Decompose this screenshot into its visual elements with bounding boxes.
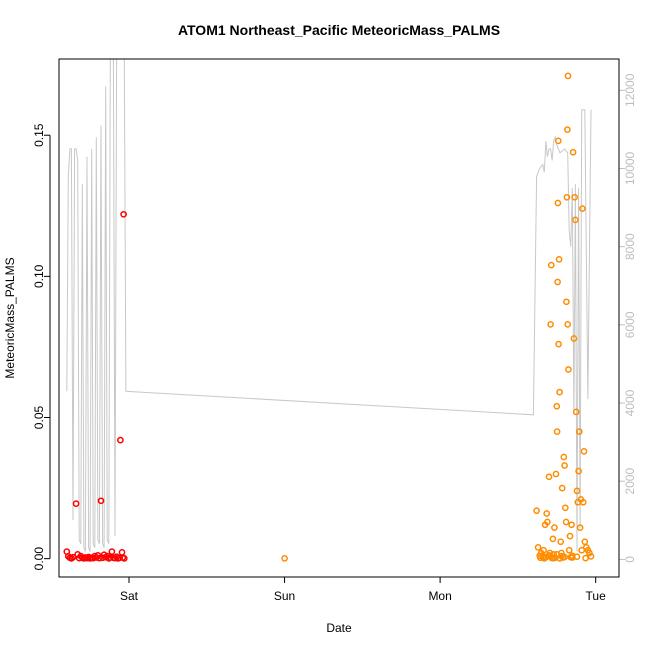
data-point-s1-50 <box>568 521 575 529</box>
data-point-s1-19 <box>549 535 557 543</box>
data-point-s1-78 <box>573 553 581 561</box>
data-point-s1-37 <box>560 453 568 461</box>
data-point-s0-21 <box>97 497 105 505</box>
y-tick-label-2: 0.10 <box>32 264 46 288</box>
data-point-s1-60 <box>575 428 583 435</box>
data-point-s1-56 <box>572 408 580 416</box>
data-point-s1-25 <box>553 428 561 435</box>
data-point-s1-16 <box>547 321 554 328</box>
y2-tick-label-4: 8000 <box>623 233 637 260</box>
data-point-s0-4 <box>69 553 77 561</box>
data-point-s0-38 <box>120 555 128 562</box>
data-point-s1-42 <box>563 193 571 201</box>
x-tick-label-2: Mon <box>428 589 451 603</box>
data-point-s1-26 <box>554 278 561 286</box>
data-point-s1-52 <box>569 148 577 156</box>
data-point-s0-34 <box>117 436 124 444</box>
data-point-s1-45 <box>564 72 572 80</box>
points-layer <box>63 72 595 562</box>
data-point-s1-57 <box>573 487 581 495</box>
chart-title: ATOM1 Northeast_Pacific MeteoricMass_PAL… <box>178 22 500 38</box>
data-point-s1-29 <box>555 340 562 348</box>
data-point-s1-65 <box>579 498 587 506</box>
data-point-s0-5 <box>72 500 80 507</box>
data-point-s1-30 <box>555 256 563 263</box>
data-point-s1-61 <box>576 524 584 531</box>
data-point-s1-54 <box>571 193 579 201</box>
x-tick-label-0: Sat <box>120 589 139 603</box>
data-point-s1-35 <box>558 484 566 492</box>
y-axis-label: MeteoricMass_PALMS <box>3 257 17 378</box>
data-point-s1-64 <box>579 205 586 212</box>
data-point-s1-17 <box>547 261 555 269</box>
y2-tick-label-2: 4000 <box>623 389 637 416</box>
data-point-s1-53 <box>570 335 578 342</box>
y-tick-label-0: 0.00 <box>32 547 46 571</box>
data-point-s1-24 <box>553 402 561 410</box>
data-point-s1-40 <box>562 518 570 526</box>
data-point-s1-2 <box>534 544 542 551</box>
data-point-s1-12 <box>544 518 551 526</box>
data-point-s1-76 <box>545 551 553 559</box>
data-point-s1-0 <box>281 555 288 562</box>
y2-tick-label-0: 0 <box>623 556 637 563</box>
data-point-s1-33 <box>557 538 565 546</box>
data-point-s0-20 <box>96 554 103 562</box>
data-point-s1-39 <box>561 504 569 512</box>
data-point-s1-46 <box>565 366 572 373</box>
data-point-s1-28 <box>554 137 562 145</box>
x-tick-label-3: Tue <box>586 589 607 603</box>
data-point-s1-43 <box>564 126 571 133</box>
y2-tick-label-3: 6000 <box>623 311 637 338</box>
data-point-s1-67 <box>581 538 589 546</box>
data-point-s1-80 <box>558 552 565 560</box>
data-point-s1-59 <box>575 467 582 475</box>
data-point-s1-23 <box>552 470 560 478</box>
data-point-s1-47 <box>565 546 573 554</box>
data-point-s1-72 <box>587 553 595 560</box>
data-point-s1-27 <box>554 199 562 207</box>
data-point-s1-55 <box>572 216 579 224</box>
data-point-s0-37 <box>120 210 127 218</box>
data-point-s1-71 <box>586 549 593 557</box>
data-point-s0-28 <box>108 548 116 555</box>
data-point-s1-41 <box>563 298 570 306</box>
data-point-s1-48 <box>566 532 574 540</box>
data-point-s1-63 <box>578 546 586 554</box>
data-point-s1-79 <box>550 554 558 562</box>
y-tick-label-1: 0.05 <box>32 406 46 430</box>
data-point-s1-44 <box>564 321 572 328</box>
data-point-s1-11 <box>543 510 551 517</box>
y2-tick-label-1: 2000 <box>623 468 637 495</box>
y-tick-label-3: 0.15 <box>32 123 46 147</box>
data-point-s1-14 <box>545 473 553 481</box>
data-point-s1-74 <box>561 553 568 561</box>
y2-tick-label-5: 10000 <box>623 151 637 185</box>
data-point-s1-21 <box>551 524 558 531</box>
data-point-s1-38 <box>561 462 568 469</box>
y2-tick-label-6: 12000 <box>623 73 637 107</box>
data-point-s1-66 <box>580 448 588 455</box>
data-point-s1-31 <box>556 388 563 396</box>
data-point-s1-1 <box>533 507 540 515</box>
plot-frame <box>58 58 620 578</box>
x-tick-label-1: Sun <box>274 589 295 603</box>
data-point-s1-7 <box>540 546 547 554</box>
x-axis-label: Date <box>326 621 352 635</box>
data-point-s1-77 <box>539 553 547 560</box>
